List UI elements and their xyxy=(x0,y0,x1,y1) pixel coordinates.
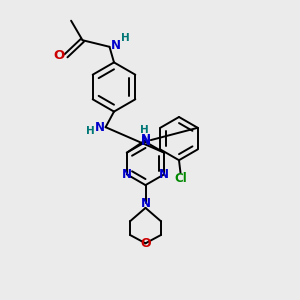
Text: N: N xyxy=(122,168,132,181)
Text: N: N xyxy=(140,196,151,210)
Text: N: N xyxy=(159,168,169,181)
Text: N: N xyxy=(140,135,151,148)
Text: N: N xyxy=(140,133,150,146)
Text: O: O xyxy=(54,49,65,62)
Text: H: H xyxy=(85,126,94,136)
Text: N: N xyxy=(94,121,105,134)
Text: Cl: Cl xyxy=(174,172,187,185)
Text: H: H xyxy=(121,33,130,43)
Text: H: H xyxy=(140,125,149,135)
Text: O: O xyxy=(140,237,151,250)
Text: N: N xyxy=(111,39,121,52)
